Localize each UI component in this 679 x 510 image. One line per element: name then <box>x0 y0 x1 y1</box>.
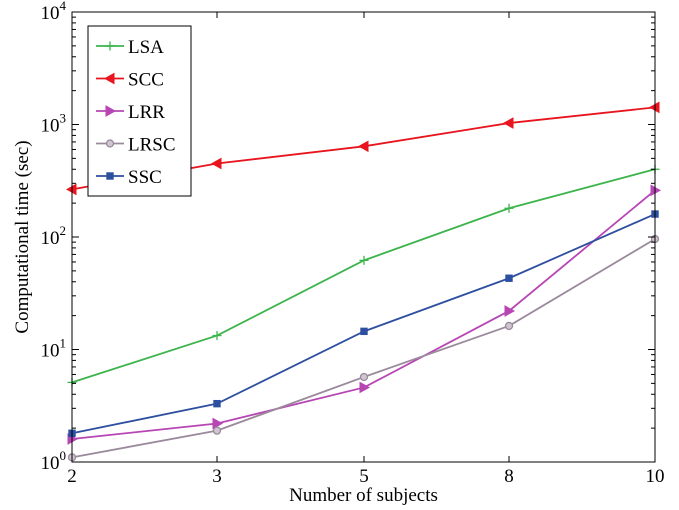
y-tick-label: 100 <box>41 448 67 474</box>
legend-marker-ssc <box>106 172 114 180</box>
legend-label-scc: SCC <box>128 70 164 91</box>
y-axis-label: Computational time (sec) <box>12 140 33 333</box>
y-tick-label: 103 <box>41 111 67 137</box>
x-axis-label: Number of subjects <box>289 485 438 506</box>
legend: LSA SCC LRR LRSC SSC <box>87 25 192 197</box>
legend-marker-lrsc <box>105 139 115 148</box>
x-tick-label: 5 <box>359 466 369 487</box>
legend-item-lrr: LRR <box>96 102 165 123</box>
legend-marker-lrr <box>105 105 117 117</box>
legend-item-ssc: SSC <box>96 167 162 188</box>
data-point-lrsc <box>212 426 222 435</box>
y-tick-label: 102 <box>41 223 67 249</box>
data-point-lsa <box>212 331 222 341</box>
data-point-lrsc <box>359 372 369 382</box>
legend-item-lsa: LSA <box>96 37 164 58</box>
x-tick-label: 8 <box>504 466 514 487</box>
axes-frame <box>71 11 656 463</box>
legend-item-lrsc: LRSC <box>96 135 176 156</box>
data-point-lsa <box>359 255 369 265</box>
legend-label-lrsc: LRSC <box>128 135 176 156</box>
legend-label-lrr: LRR <box>128 102 165 123</box>
legend-label-ssc: SSC <box>128 167 162 188</box>
legend-label-lsa: LSA <box>128 37 164 58</box>
data-point-scc <box>210 157 222 170</box>
x-tick-label: 10 <box>646 466 665 487</box>
legend-marker-scc <box>103 72 115 85</box>
data-point-lrsc <box>504 321 514 331</box>
y-tick-label: 104 <box>41 0 67 24</box>
legend-item-scc: SCC <box>96 70 164 91</box>
series-lrsc <box>67 234 660 462</box>
x-tick-label: 3 <box>212 466 222 487</box>
x-tick-label: 2 <box>67 466 77 487</box>
data-point-ssc <box>360 327 368 336</box>
data-point-lsa <box>504 203 514 213</box>
data-point-lrr <box>504 305 516 317</box>
data-point-scc <box>357 140 369 153</box>
data-point-scc <box>502 117 514 129</box>
legend-marker-lsa <box>105 41 115 51</box>
axes-layer: 2 3 5 8 10 100 101 102 103 104 <box>41 0 665 487</box>
data-point-ssc <box>505 274 513 282</box>
data-point-lrr <box>212 417 224 430</box>
data-point-ssc <box>213 399 221 408</box>
data-point-lrr <box>359 381 371 394</box>
y-tick-label: 101 <box>41 336 67 362</box>
